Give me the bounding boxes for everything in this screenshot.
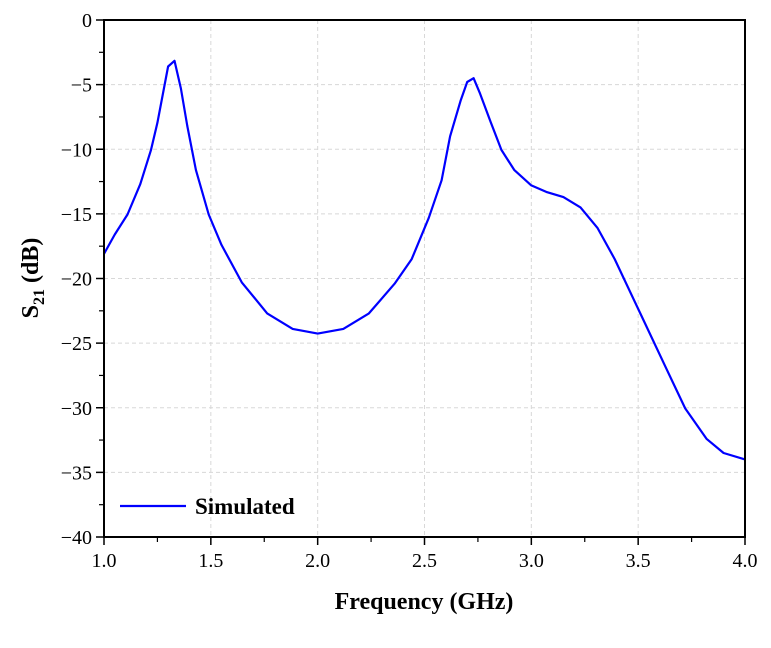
- series-line-simulated: [103, 59, 746, 461]
- x-tick-label: 2.0: [305, 550, 330, 572]
- y-tick-label: −20: [61, 269, 92, 291]
- x-tick-label: 1.0: [92, 550, 117, 572]
- x-axis-label: Frequency (GHz): [335, 589, 514, 615]
- x-tick-label: 3.5: [626, 550, 651, 572]
- y-tick-label: −40: [61, 527, 92, 549]
- y-axis-label-sub: 21: [31, 289, 48, 305]
- ticks: 1.0 1.5 2.0 2.5 3.0 3.5 4.0 0 −5 −10 −15 −20 −25 −30 −…: [61, 10, 758, 572]
- y-tick-label: −10: [61, 139, 92, 161]
- y-tick-label: 0: [82, 10, 92, 32]
- y-axis-label-main: S: [18, 305, 44, 318]
- y-axis-label: S21 (dB): [18, 238, 48, 319]
- x-tick-label: 3.0: [519, 550, 544, 572]
- plot-frame: [103, 19, 746, 538]
- y-tick-label: −5: [71, 75, 92, 97]
- x-tick-label: 1.5: [198, 550, 223, 572]
- y-tick-label: −25: [61, 333, 92, 355]
- legend-label: Simulated: [195, 494, 295, 519]
- grid: [104, 20, 745, 537]
- x-tick-label: 2.5: [412, 550, 437, 572]
- y-tick-label: −30: [61, 398, 92, 420]
- y-axis-label-unit: (dB): [18, 238, 44, 289]
- x-tick-label: 4.0: [733, 550, 758, 572]
- y-tick-label: −15: [61, 204, 92, 226]
- y-tick-label: −35: [61, 462, 92, 484]
- legend: Simulated: [120, 494, 295, 519]
